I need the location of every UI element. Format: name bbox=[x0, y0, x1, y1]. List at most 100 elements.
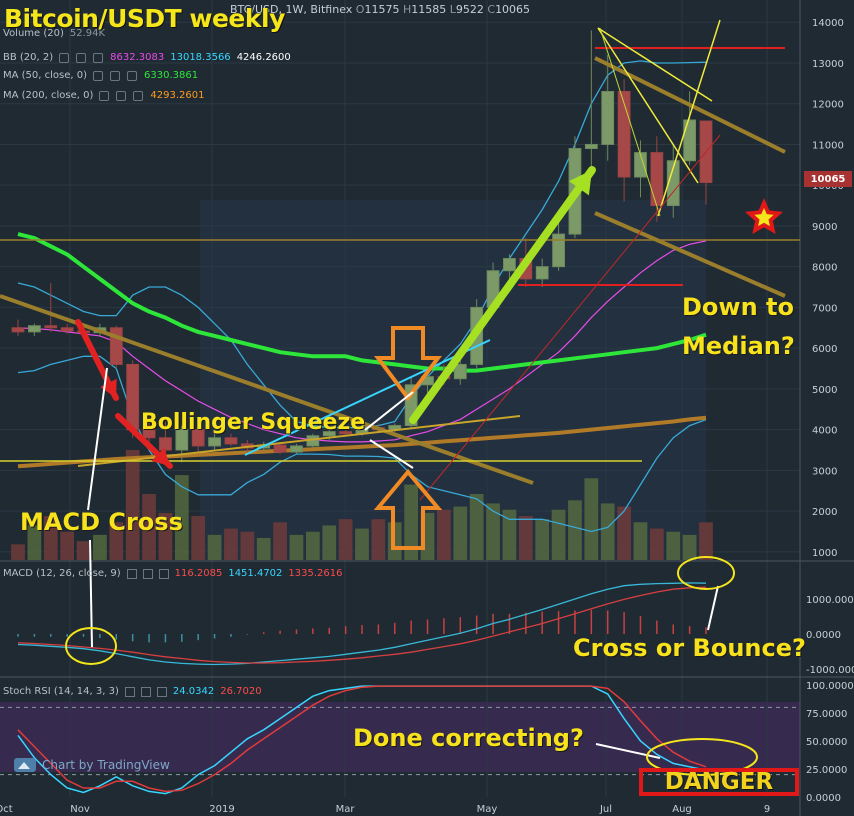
volume-bar bbox=[437, 509, 451, 560]
annotation-danger: DANGER bbox=[664, 769, 774, 795]
stoch-rsi-value-2: 26.7020 bbox=[220, 686, 262, 697]
price-tick-label: 11000 bbox=[812, 140, 844, 151]
close-icon[interactable] bbox=[133, 90, 144, 101]
bb-value-1: 8632.3083 bbox=[110, 52, 165, 63]
x-axis-tick-label: 9 bbox=[764, 804, 770, 815]
volume-bar bbox=[273, 522, 287, 560]
ma50-label: MA (50, close, 0) bbox=[3, 70, 88, 81]
settings-icon[interactable] bbox=[116, 90, 127, 101]
open-value: 11575 bbox=[364, 3, 400, 16]
price-tick-label: 8000 bbox=[812, 263, 837, 274]
volume-bar bbox=[453, 506, 468, 560]
macd-label: MACD (12, 26, close, 9) bbox=[3, 568, 121, 579]
fan-line bbox=[599, 27, 661, 217]
pointer-line bbox=[364, 391, 414, 431]
fan-line bbox=[657, 19, 721, 217]
volume-bar bbox=[109, 522, 124, 560]
volume-bar bbox=[486, 503, 500, 560]
high-label: H bbox=[402, 3, 412, 16]
volume-bar bbox=[191, 516, 206, 560]
ma200-indicator-row[interactable]: MA (200, close, 0) 4293.2601 bbox=[3, 90, 204, 101]
volume-bar bbox=[617, 506, 631, 560]
settings-icon[interactable] bbox=[140, 686, 151, 697]
stoch-circle bbox=[646, 738, 758, 776]
eye-icon[interactable] bbox=[93, 70, 104, 81]
bollinger-fill-area bbox=[200, 200, 706, 560]
stoch-rsi-panel-label[interactable]: Stoch RSI (14, 14, 3, 3) 24.0342 26.7020 bbox=[3, 686, 262, 697]
volume-bar bbox=[666, 531, 681, 560]
fan-line bbox=[597, 27, 699, 184]
stoch-d-line bbox=[17, 685, 707, 793]
macd-panel-label[interactable]: MACD (12, 26, close, 9) 116.2085 1451.47… bbox=[3, 568, 342, 579]
ma200-label: MA (200, close, 0) bbox=[3, 90, 94, 101]
ma200-value: 4293.2601 bbox=[150, 90, 205, 101]
volume-bar bbox=[27, 525, 42, 560]
trendline-descending bbox=[594, 211, 786, 298]
close-icon[interactable] bbox=[127, 70, 138, 81]
candle-body bbox=[666, 160, 680, 207]
candle-body bbox=[191, 429, 205, 447]
eye-icon[interactable] bbox=[99, 90, 110, 101]
volume-bar bbox=[633, 522, 648, 560]
candle-body bbox=[175, 429, 189, 451]
annotation-median: Median? bbox=[682, 332, 795, 360]
eye-icon[interactable] bbox=[126, 568, 137, 579]
bb-value-3: 4246.2600 bbox=[236, 52, 291, 63]
volume-bar bbox=[502, 509, 517, 560]
settings-icon[interactable] bbox=[110, 70, 121, 81]
volume-bar bbox=[649, 528, 664, 560]
macd-end-circle bbox=[677, 556, 735, 590]
eye-icon[interactable] bbox=[124, 686, 135, 697]
ma50-value: 6330.3861 bbox=[144, 70, 199, 81]
price-tick-label: 1000 bbox=[812, 548, 837, 559]
close-value: 10065 bbox=[495, 3, 531, 16]
x-axis-tick-label: Aug bbox=[672, 804, 692, 815]
macd-tick-label: 1000.0000 bbox=[806, 595, 854, 606]
settings-icon[interactable] bbox=[142, 568, 153, 579]
volume-label: Volume (20) bbox=[3, 28, 64, 39]
candle-body bbox=[126, 363, 140, 431]
bb-indicator-row[interactable]: BB (20, 2) 8632.3083 13018.3566 4246.260… bbox=[3, 52, 291, 63]
volume-bar bbox=[305, 531, 320, 560]
annotation-macd-cross: MACD Cross bbox=[20, 508, 183, 536]
trendline-red bbox=[419, 134, 721, 501]
danger-box: DANGER bbox=[639, 768, 799, 796]
bb-mid-line bbox=[17, 240, 707, 443]
open-label: O bbox=[355, 3, 365, 16]
low-label: L bbox=[449, 3, 456, 16]
volume-bar bbox=[371, 519, 386, 560]
x-axis-tick-label: Oct bbox=[0, 804, 13, 815]
macd-value-1: 116.2085 bbox=[174, 568, 223, 579]
volume-bar bbox=[518, 516, 533, 560]
candle-body bbox=[339, 431, 353, 435]
volume-bar bbox=[699, 522, 713, 560]
ma50-indicator-row[interactable]: MA (50, close, 0) 6330.3861 bbox=[3, 70, 198, 81]
close-icon[interactable] bbox=[156, 686, 167, 697]
squeeze-arrow-down bbox=[374, 326, 442, 402]
up-arrow-head bbox=[568, 170, 592, 196]
symbol-text[interactable]: BTC/USD, 1W, Bitfinex bbox=[230, 3, 353, 16]
price-tick-label: 12000 bbox=[812, 100, 844, 111]
candle-body bbox=[27, 325, 41, 333]
eye-icon[interactable] bbox=[59, 52, 70, 63]
volume-bar bbox=[125, 450, 140, 560]
last-price-tag: 10065 bbox=[804, 171, 852, 187]
pointer-line bbox=[87, 367, 108, 511]
settings-icon[interactable] bbox=[76, 52, 87, 63]
close-icon[interactable] bbox=[93, 52, 104, 63]
volume-bar bbox=[76, 541, 91, 560]
price-tick-label: 4000 bbox=[812, 426, 837, 437]
annotation-done-correcting: Done correcting? bbox=[353, 724, 584, 752]
candle-body bbox=[503, 258, 516, 272]
ohlc-header: BTC/USD, 1W, Bitfinex O11575 H11585 L952… bbox=[4, 3, 530, 16]
close-icon[interactable] bbox=[158, 568, 169, 579]
volume-indicator-row[interactable]: Volume (20) 52.94K bbox=[3, 28, 105, 39]
stoch-rsi-value-1: 24.0342 bbox=[172, 686, 215, 697]
tradingview-watermark[interactable]: Chart by TradingView bbox=[14, 758, 170, 772]
annotation-down-to: Down to bbox=[682, 293, 794, 321]
volume-bar bbox=[682, 534, 697, 560]
star-marker bbox=[745, 198, 783, 235]
x-axis-tick-label: 2019 bbox=[209, 804, 234, 815]
